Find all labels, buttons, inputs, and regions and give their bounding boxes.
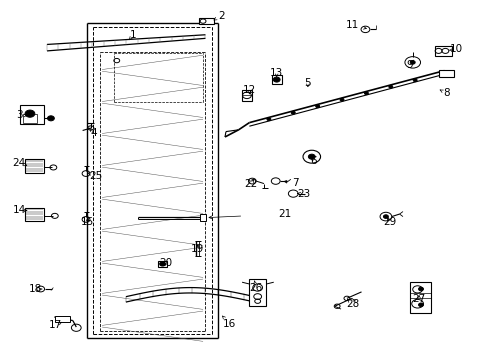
Text: 16: 16 [223, 319, 236, 329]
Text: 23: 23 [297, 189, 310, 199]
Bar [409, 282, 430, 314]
Text: 9: 9 [405, 59, 412, 69]
Text: 12: 12 [242, 85, 256, 95]
Text: 26: 26 [249, 283, 262, 293]
Text: 6: 6 [310, 156, 316, 166]
Text: 10: 10 [448, 45, 462, 54]
Text: 3: 3 [16, 111, 22, 121]
Bar [434, 45, 451, 56]
Text: 4: 4 [90, 128, 97, 138]
Text: 24: 24 [13, 158, 26, 168]
Circle shape [273, 77, 280, 82]
Text: 22: 22 [244, 179, 258, 189]
Bar [158, 261, 167, 267]
Text: 27: 27 [411, 294, 425, 304]
Text: 28: 28 [346, 299, 359, 309]
Text: 13: 13 [269, 68, 283, 78]
Bar [438, 70, 453, 77]
Circle shape [412, 79, 416, 82]
Text: 18: 18 [29, 284, 42, 294]
Bar [271, 75, 281, 84]
Bar [199, 18, 213, 24]
Circle shape [339, 98, 343, 101]
Circle shape [418, 287, 423, 291]
Bar [249, 279, 266, 306]
Bar [199, 215, 206, 221]
Text: 21: 21 [277, 209, 290, 219]
Circle shape [409, 60, 414, 64]
Circle shape [47, 116, 54, 121]
Bar [22, 114, 37, 123]
Circle shape [383, 215, 387, 219]
Text: 2: 2 [217, 11, 224, 21]
Text: 5: 5 [304, 78, 310, 88]
Circle shape [315, 105, 319, 108]
Bar [241, 90, 252, 101]
Bar [20, 105, 43, 125]
Bar [25, 208, 43, 221]
Circle shape [25, 110, 35, 117]
Text: 17: 17 [49, 320, 62, 330]
Text: 29: 29 [383, 217, 396, 227]
Circle shape [364, 92, 367, 95]
Circle shape [159, 262, 165, 266]
Text: 25: 25 [89, 171, 102, 181]
Bar [25, 159, 43, 173]
Bar [55, 316, 70, 322]
Circle shape [418, 303, 423, 307]
Circle shape [266, 118, 270, 121]
Text: 7: 7 [292, 177, 298, 188]
Text: 14: 14 [13, 206, 26, 216]
Text: 1: 1 [130, 30, 136, 40]
Text: 8: 8 [442, 88, 449, 98]
Text: 19: 19 [191, 244, 204, 254]
Text: 20: 20 [159, 258, 172, 268]
Text: 11: 11 [346, 20, 359, 30]
Circle shape [388, 85, 392, 88]
Circle shape [291, 111, 295, 114]
Text: 15: 15 [81, 217, 94, 227]
Circle shape [308, 154, 315, 159]
